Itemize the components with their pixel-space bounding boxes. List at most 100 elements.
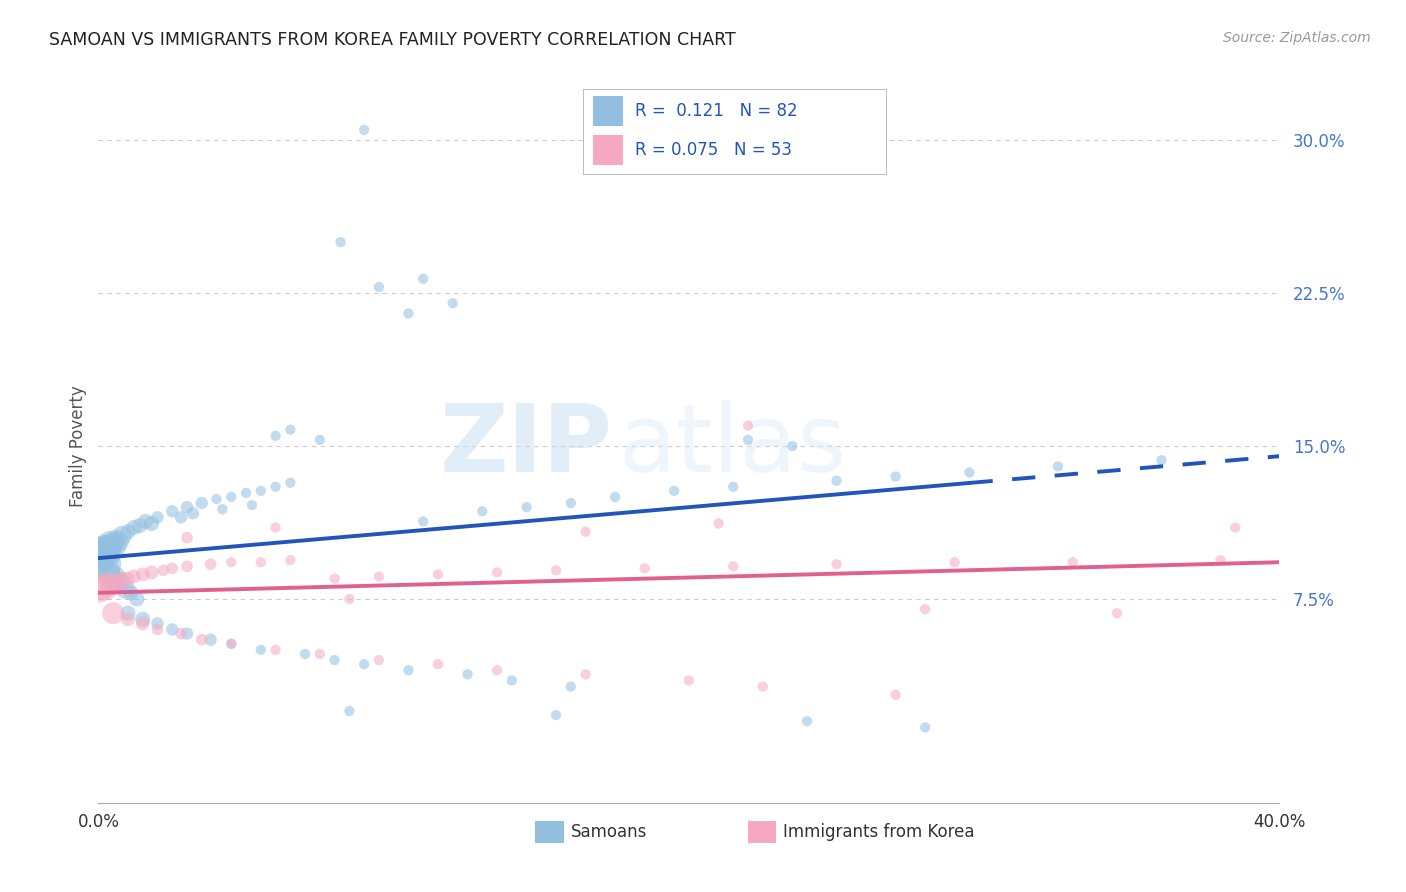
Point <box>87 582 110 596</box>
Point <box>412 272 434 286</box>
Point <box>240 498 263 512</box>
Point <box>162 561 183 575</box>
Point <box>546 708 568 723</box>
Point <box>98 577 121 591</box>
Point <box>1150 453 1173 467</box>
Point <box>90 547 112 561</box>
Point <box>309 647 332 661</box>
FancyBboxPatch shape <box>592 96 623 127</box>
Point <box>412 515 434 529</box>
Point <box>96 566 118 580</box>
Point <box>108 534 131 549</box>
Text: atlas: atlas <box>619 400 846 492</box>
Point <box>294 647 316 661</box>
Point <box>122 520 145 534</box>
Point <box>959 466 981 480</box>
Text: Immigrants from Korea: Immigrants from Korea <box>783 823 974 841</box>
Point <box>368 569 391 583</box>
Point <box>737 433 759 447</box>
Text: ZIP: ZIP <box>439 400 612 492</box>
Point <box>368 280 391 294</box>
Point <box>135 515 157 529</box>
Point <box>353 123 375 137</box>
Point <box>176 559 198 574</box>
Point <box>122 569 145 583</box>
Point <box>560 496 582 510</box>
Point <box>280 423 302 437</box>
Point <box>211 502 233 516</box>
Point <box>141 566 163 580</box>
Point <box>162 623 183 637</box>
Point <box>146 623 169 637</box>
Point <box>132 612 155 626</box>
Point <box>264 480 287 494</box>
Point <box>427 567 450 582</box>
Point <box>117 612 139 626</box>
Text: R =  0.121   N = 82: R = 0.121 N = 82 <box>636 102 797 120</box>
Point <box>105 575 128 590</box>
Text: Samoans: Samoans <box>571 823 647 841</box>
Text: R = 0.075   N = 53: R = 0.075 N = 53 <box>636 141 792 159</box>
Point <box>914 602 936 616</box>
Point <box>884 469 907 483</box>
Point <box>329 235 352 249</box>
Point <box>264 520 287 534</box>
Point <box>176 531 198 545</box>
Point <box>103 606 125 620</box>
Point <box>176 626 198 640</box>
Point <box>170 626 193 640</box>
Point <box>752 680 775 694</box>
Point <box>132 616 155 631</box>
Point <box>323 572 346 586</box>
Point <box>250 555 273 569</box>
Point <box>1225 520 1247 534</box>
Point <box>796 714 818 729</box>
Point <box>108 575 131 590</box>
Point <box>181 506 204 520</box>
Point <box>782 439 804 453</box>
Point <box>264 643 287 657</box>
Point <box>605 490 627 504</box>
Point <box>1209 553 1232 567</box>
Point <box>114 582 136 596</box>
Point <box>93 580 115 594</box>
Point <box>737 418 759 433</box>
Point <box>457 667 479 681</box>
Text: Source: ZipAtlas.com: Source: ZipAtlas.com <box>1223 31 1371 45</box>
Point <box>191 632 214 647</box>
Point <box>825 474 848 488</box>
Point <box>132 567 155 582</box>
Point <box>368 653 391 667</box>
Point <box>191 496 214 510</box>
Point <box>170 510 193 524</box>
Point <box>323 653 346 667</box>
Point <box>103 539 125 553</box>
FancyBboxPatch shape <box>592 135 623 165</box>
Point <box>546 563 568 577</box>
Point <box>87 551 110 566</box>
Point <box>486 566 509 580</box>
Point <box>250 643 273 657</box>
Point <box>105 533 128 547</box>
Point <box>103 572 125 586</box>
Point <box>353 657 375 672</box>
Point <box>264 429 287 443</box>
Point <box>235 486 257 500</box>
Point <box>634 561 657 575</box>
Point <box>501 673 523 688</box>
Point <box>664 483 686 498</box>
Point <box>200 558 222 572</box>
Point <box>678 673 700 688</box>
Point <box>117 524 139 539</box>
Point <box>125 591 148 606</box>
Point <box>1107 606 1129 620</box>
Point <box>162 504 183 518</box>
Point <box>575 667 598 681</box>
Point <box>560 680 582 694</box>
Point <box>280 475 302 490</box>
Point <box>96 541 118 555</box>
Point <box>427 657 450 672</box>
Point <box>309 433 332 447</box>
Point <box>398 663 420 677</box>
Point <box>152 563 174 577</box>
